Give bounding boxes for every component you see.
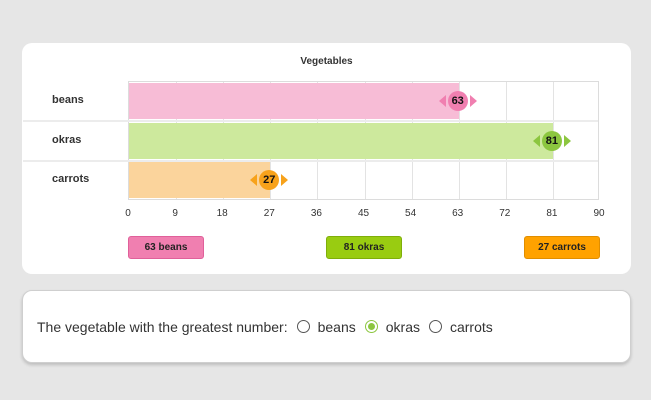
x-tick-label: 0 bbox=[125, 208, 131, 219]
radio-option-beans[interactable]: beans bbox=[296, 318, 356, 335]
x-tick-label: 27 bbox=[263, 208, 275, 219]
value-marker-okras[interactable]: 81 bbox=[532, 131, 571, 151]
category-label-okras: okras bbox=[52, 134, 82, 146]
radio-label: carrots bbox=[449, 318, 493, 335]
row-separator bbox=[23, 120, 598, 122]
answer-button-beans[interactable]: 63 beans bbox=[128, 236, 204, 259]
radio-button[interactable] bbox=[296, 320, 310, 333]
bar-carrots bbox=[129, 162, 271, 198]
value-label-okras: 81 bbox=[541, 131, 562, 151]
radio-option-okras[interactable]: okras bbox=[364, 318, 420, 335]
plot-area bbox=[23, 81, 599, 200]
question-text: The vegetable with the greatest number: bbox=[37, 318, 288, 335]
radio-option-carrots[interactable]: carrots bbox=[428, 318, 493, 335]
chart-card: Vegetables beans okras carrots 63 81 27 … bbox=[22, 43, 631, 274]
bar-beans bbox=[129, 83, 459, 119]
category-label-carrots: carrots bbox=[52, 173, 90, 185]
value-label-carrots: 27 bbox=[259, 170, 280, 190]
x-tick-label: 36 bbox=[310, 208, 322, 219]
x-tick-label: 63 bbox=[452, 208, 464, 219]
x-tick-label: 72 bbox=[499, 208, 511, 219]
arrow-left-icon bbox=[532, 135, 540, 147]
value-marker-carrots[interactable]: 27 bbox=[250, 170, 289, 190]
x-tick-label: 54 bbox=[405, 208, 417, 219]
arrow-right-icon bbox=[563, 135, 571, 147]
x-tick-label: 18 bbox=[216, 208, 228, 219]
radio-button[interactable] bbox=[364, 320, 378, 333]
radio-button[interactable] bbox=[428, 320, 442, 333]
radio-label: okras bbox=[385, 318, 420, 335]
arrow-left-icon bbox=[250, 174, 258, 186]
answer-button-okras[interactable]: 81 okras bbox=[326, 236, 402, 259]
x-tick-label: 45 bbox=[357, 208, 370, 219]
x-tick-label: 90 bbox=[593, 208, 605, 219]
chart-title: Vegetables bbox=[300, 56, 353, 67]
category-label-beans: beans bbox=[52, 94, 84, 106]
x-tick-label: 9 bbox=[172, 208, 178, 219]
value-marker-beans[interactable]: 63 bbox=[438, 91, 477, 111]
arrow-right-icon bbox=[469, 95, 477, 107]
question-card: The vegetable with the greatest number: … bbox=[22, 290, 631, 363]
question-row: The vegetable with the greatest number: … bbox=[37, 291, 493, 362]
arrow-right-icon bbox=[281, 174, 289, 186]
arrow-left-icon bbox=[438, 95, 446, 107]
bar-okras bbox=[129, 123, 553, 159]
radio-label: beans bbox=[317, 318, 356, 335]
x-tick-label: 81 bbox=[546, 208, 558, 219]
answer-button-carrots[interactable]: 27 carrots bbox=[524, 236, 600, 259]
value-label-beans: 63 bbox=[447, 91, 468, 111]
row-separator bbox=[23, 160, 598, 162]
